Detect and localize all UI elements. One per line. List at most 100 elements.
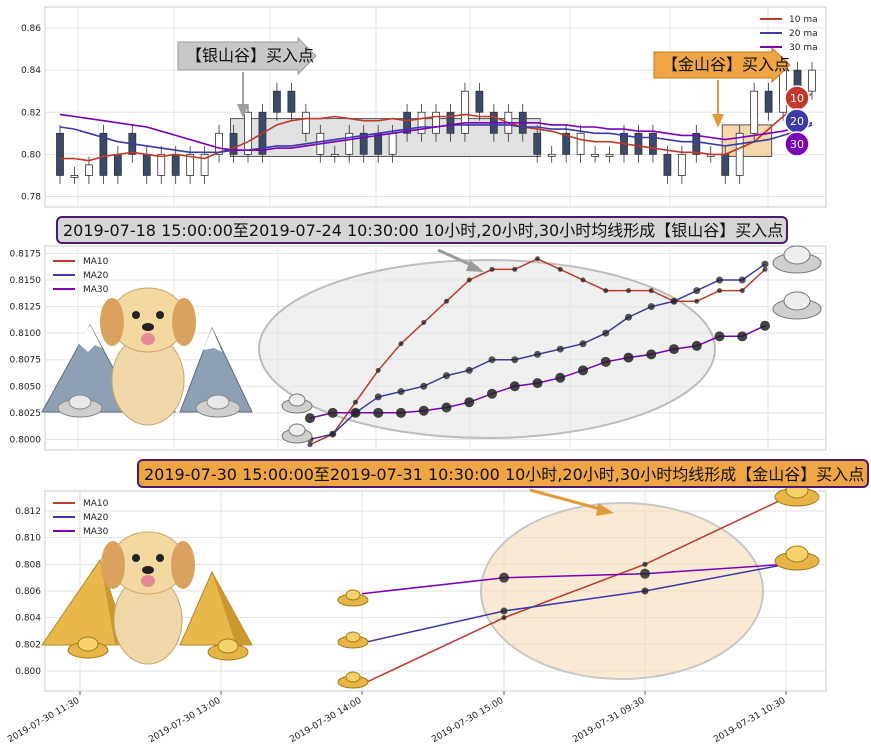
candle-body: [576, 132, 585, 155]
y-tick-label: 0.8150: [10, 276, 42, 286]
badge-30-text: 30: [790, 138, 804, 151]
legend-label-ma20: MA20: [83, 271, 109, 281]
panel-1-legend: 10 ma 20 ma 30 ma: [760, 15, 818, 53]
gold-banner-pointer-head: [596, 503, 614, 516]
panel-2-legend: MA10 MA20 MA30: [53, 257, 109, 295]
gold-ingot-markers: [337, 481, 820, 689]
badge-10-text: 10: [790, 92, 804, 105]
x-tick-label: 2019-07-31 10:30: [712, 696, 787, 745]
ma-point-MA10: [375, 367, 381, 373]
silver-ingot-marker-icon: [281, 393, 313, 414]
puppy-tongue: [141, 575, 155, 587]
ma-point-MA20: [670, 297, 678, 305]
ma-point-MA20: [761, 260, 769, 268]
gold-valley-banner: 2019-07-30 15:00:00至2019-07-31 10:30:00 …: [137, 459, 869, 488]
ma-point-MA10: [557, 266, 563, 272]
y-tick-label: 0.84: [21, 66, 41, 76]
ma-point-MA30: [623, 352, 634, 363]
ma-point-MA10: [648, 288, 654, 294]
gold-ingot-left-top: [77, 636, 99, 652]
y-tick-label: 0.812: [15, 507, 41, 517]
candle-body: [461, 90, 469, 134]
silver-banner-text: 2019-07-18 15:00:00至2019-07-24 10:30:00 …: [63, 221, 783, 240]
puppy-tongue: [141, 333, 155, 345]
ma-point-MA30: [760, 320, 770, 331]
candle-body: [99, 132, 108, 176]
y-tick-label: 0.8075: [10, 356, 42, 366]
puppy-eye-right: [156, 311, 164, 319]
ma-point-MA20: [488, 356, 496, 364]
candle-body: [446, 111, 455, 134]
panel-3-legend: MA10 MA20 MA30: [53, 499, 109, 537]
ma-point-MA20: [329, 430, 337, 438]
ma-point-MA10: [603, 288, 609, 294]
silver-ingot-marker-icon: [772, 245, 822, 274]
ma-point-MA20: [647, 303, 655, 311]
ma-point-MA10: [398, 341, 404, 347]
gold-arrow-head: [712, 114, 724, 128]
y-tick-label: 0.82: [21, 108, 41, 118]
ma-point-MA20: [625, 313, 632, 321]
candle-body: [142, 153, 151, 176]
ma-point-MA30: [578, 365, 588, 376]
y-tick-label: 0.804: [15, 614, 41, 624]
candle-body: [417, 111, 426, 134]
panel-2-y-ticks: 0.8175 0.8150 0.8125 0.8100 0.8075 0.8050 0.80…: [10, 249, 42, 445]
gold-ingot-right-top: [217, 638, 239, 654]
candle-body: [287, 90, 296, 113]
candle-body: [735, 132, 744, 176]
puppy-ear-right: [172, 298, 196, 346]
candle-body: [750, 90, 759, 134]
candle-body: [605, 153, 614, 157]
candle-body: [562, 132, 571, 155]
ma-point-MA30: [509, 381, 520, 392]
ma-point-MA10: [501, 615, 507, 621]
ma-point-MA30: [305, 413, 315, 424]
ma-point-MA30: [714, 331, 725, 342]
candle-body: [359, 132, 368, 155]
panel-1-ma-lines: [59, 92, 813, 162]
panel-1-valley-boxes: [230, 118, 773, 157]
ma-line-30ma: [59, 113, 813, 151]
silver-ingot-markers: [281, 245, 822, 444]
ma-line-MA20: [361, 563, 787, 644]
ma-point-MA30: [418, 405, 429, 416]
gold-ingot-marker-icon: [774, 545, 820, 571]
mountain-right-snow: [203, 328, 222, 352]
ma-point-MA10: [535, 256, 540, 262]
puppy-ear-left: [101, 541, 125, 589]
legend-label-ma20: MA20: [83, 513, 109, 523]
badge-30: [784, 131, 810, 157]
y-tick-label: 0.78: [21, 192, 41, 202]
ma-point-MA10: [739, 288, 745, 294]
puppy-silver-mountain-illustration: [41, 287, 253, 426]
candle-body: [273, 90, 281, 113]
y-tick-label: 0.8175: [10, 249, 42, 259]
silver-ingot-left-top: [68, 394, 92, 410]
puppy-nose: [142, 566, 154, 574]
puppy-gold-pyramid-illustration: [41, 531, 253, 665]
ma-point-MA10: [694, 298, 700, 304]
panel-3-y-ticks: 0.812 0.810 0.808 0.806 0.804 0.802 0.800: [15, 507, 41, 677]
gold-banner-text: 2019-07-30 15:00:00至2019-07-31 10:30:00 …: [144, 465, 864, 484]
panel-2-ma-lines: [305, 256, 770, 448]
ma-point-MA10: [512, 266, 518, 272]
candle-body: [779, 69, 787, 113]
ma-point-MA10: [580, 277, 586, 283]
gold-ingot-marker-icon: [337, 671, 369, 689]
gold-valley-highlight: [480, 502, 764, 680]
candle-body: [301, 111, 310, 134]
legend-label-ma10: MA10: [83, 499, 109, 509]
ma-point-MA10: [626, 288, 631, 294]
candle-body: [547, 153, 556, 157]
ma-point-MA10: [762, 266, 768, 272]
ma-point-MA20: [397, 388, 405, 396]
y-tick-label: 0.8100: [10, 329, 42, 339]
y-tick-label: 0.8125: [10, 303, 42, 313]
ma-point-MA10: [717, 288, 722, 294]
legend-label-10ma: 10 ma: [789, 15, 818, 25]
candle-body: [808, 69, 816, 92]
candle-body: [649, 132, 657, 155]
